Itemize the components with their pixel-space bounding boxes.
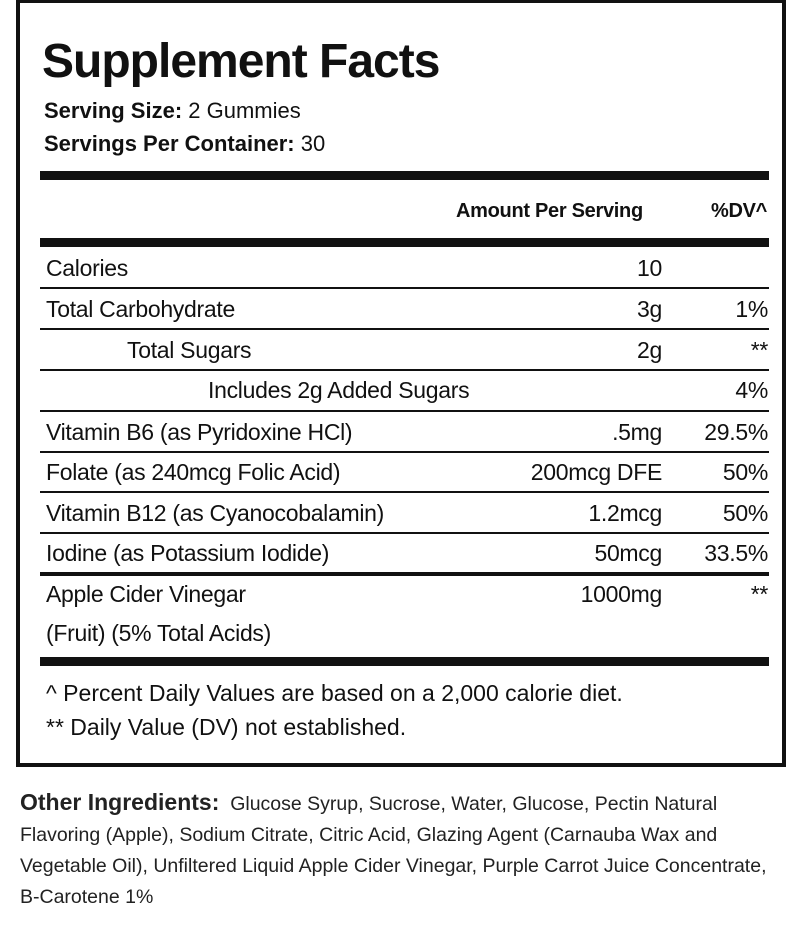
nutrient-amount: 200mcg DFE: [530, 459, 663, 485]
divider: [40, 572, 769, 576]
nutrient-amount: 10: [637, 255, 662, 281]
header-amount: Amount Per Serving: [456, 200, 643, 222]
serving-size-label: Serving Size:: [44, 98, 183, 123]
table-row: Total Carbohydrate 3g 1%: [46, 296, 768, 336]
servings-label: Servings Per Container:: [44, 131, 295, 156]
serving-size: Serving Size: 2 Gummies: [44, 98, 301, 124]
nutrient-dv: **: [750, 337, 769, 363]
divider-thick: [40, 657, 769, 666]
nutrient-name: Vitamin B12 (as Cyanocobalamin): [46, 500, 385, 526]
footnote-not-established: ** Daily Value (DV) not established.: [46, 714, 407, 740]
divider-thick: [40, 238, 769, 247]
nutrient-amount: 2g: [637, 337, 662, 363]
nutrient-name: Calories: [46, 255, 128, 281]
divider-thick: [40, 171, 769, 180]
nutrient-amount: 3g: [637, 296, 662, 322]
divider: [40, 410, 769, 412]
table-row: Calories 10: [46, 255, 768, 295]
nutrient-dv: 33.5%: [704, 540, 768, 566]
table-row: Apple Cider Vinegar (Fruit) (5% Total Aci…: [46, 581, 768, 661]
divider: [40, 451, 769, 453]
nutrient-name-detail: (Fruit) (5% Total Acids): [46, 620, 271, 646]
nutrient-dv: 1%: [735, 296, 768, 322]
nutrient-name: Vitamin B6 (as Pyridoxine HCl): [46, 419, 353, 445]
nutrient-dv: 50%: [722, 500, 768, 526]
nutrient-name: Includes 2g Added Sugars: [208, 377, 470, 403]
nutrient-dv: 29.5%: [704, 419, 768, 445]
divider: [40, 491, 769, 493]
divider: [40, 532, 769, 534]
divider: [40, 328, 769, 330]
nutrient-dv: 4%: [735, 377, 768, 403]
nutrient-amount: .5mg: [612, 419, 662, 445]
serving-size-value: 2 Gummies: [188, 98, 301, 123]
nutrient-name: Iodine (as Potassium Iodide): [46, 540, 330, 566]
nutrient-dv: **: [750, 581, 769, 607]
table-row: Folate (as 240mcg Folic Acid) 200mcg DFE 5…: [46, 459, 768, 499]
nutrient-dv: 50%: [722, 459, 768, 485]
nutrient-name: Total Carbohydrate: [46, 296, 235, 322]
other-ingredients: Other Ingredients: Glucose Syrup, Sucros…: [20, 787, 780, 913]
header-dv: %DV^: [711, 200, 768, 222]
other-ingredients-label: Other Ingredients:: [20, 789, 220, 815]
table-row: Iodine (as Potassium Iodide) 50mcg 33.5%: [46, 540, 768, 580]
other-ingredients-text: Glucose Syrup, Sucrose, Water, Glucose, …: [20, 793, 767, 908]
divider: [40, 287, 769, 289]
panel-title: Supplement Facts: [42, 35, 440, 88]
nutrient-name: Folate (as 240mcg Folic Acid): [46, 459, 341, 485]
table-row: Vitamin B12 (as Cyanocobalamin) 1.2mcg 50%: [46, 500, 768, 540]
servings-per-container: Servings Per Container: 30: [44, 131, 325, 157]
table-row: Total Sugars 2g **: [46, 337, 768, 377]
table-row: Includes 2g Added Sugars 4%: [46, 377, 768, 417]
nutrient-amount: 1.2mcg: [588, 500, 662, 526]
nutrient-amount: 1000mg: [580, 581, 663, 607]
facts-panel-border: [16, 0, 786, 767]
footnote-dv: ^ Percent Daily Values are based on a 2,…: [46, 680, 623, 706]
table-row: Vitamin B6 (as Pyridoxine HCl) .5mg 29.5%: [46, 419, 768, 459]
servings-value: 30: [300, 131, 326, 156]
nutrient-amount: 50mcg: [594, 540, 662, 566]
nutrient-name: Total Sugars: [127, 337, 252, 363]
nutrient-name: Apple Cider Vinegar: [46, 581, 246, 607]
divider: [40, 369, 769, 371]
